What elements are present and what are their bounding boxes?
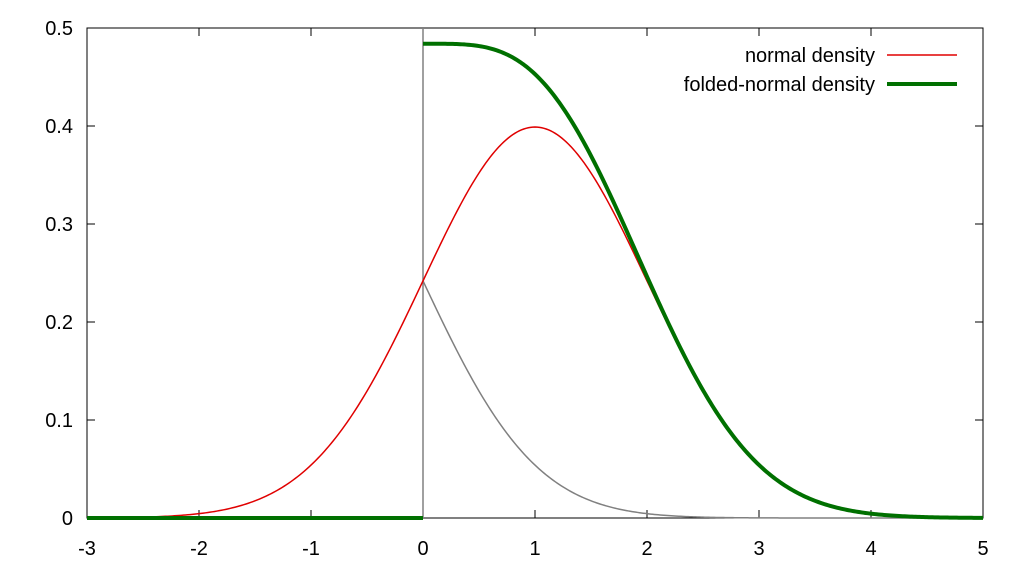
x-tick-label: -2	[190, 538, 208, 560]
folded-normal-density-line	[87, 41, 984, 520]
x-tick-label: 4	[865, 538, 876, 560]
x-tick-label: 1	[529, 538, 540, 560]
x-tick-label: -1	[302, 538, 320, 560]
legend-normal-label: normal density	[745, 45, 875, 67]
x-tick-label: 5	[977, 538, 988, 560]
reflected-density-line	[422, 280, 983, 519]
series-layer	[86, 28, 984, 520]
x-tick-label: 3	[753, 538, 764, 560]
axes: -3 -2 -1 0 1 2 3 4 5 0 0.1 0.2 0.3 0.4 0.5	[45, 18, 988, 560]
y-tick-label: 0.2	[45, 312, 73, 334]
x-tick-label: -3	[78, 538, 96, 560]
y-tick-label: 0.5	[45, 18, 73, 40]
y-tick-label: 0.3	[45, 214, 73, 236]
legend: normal density folded-normal density	[684, 45, 957, 96]
x-tick-label: 0	[417, 538, 428, 560]
y-tick-label: 0.1	[45, 410, 73, 432]
y-tick-label: 0.4	[45, 116, 73, 138]
legend-folded-normal-label: folded-normal density	[684, 74, 875, 96]
x-tick-label: 2	[641, 538, 652, 560]
y-tick-label: 0	[62, 508, 73, 530]
